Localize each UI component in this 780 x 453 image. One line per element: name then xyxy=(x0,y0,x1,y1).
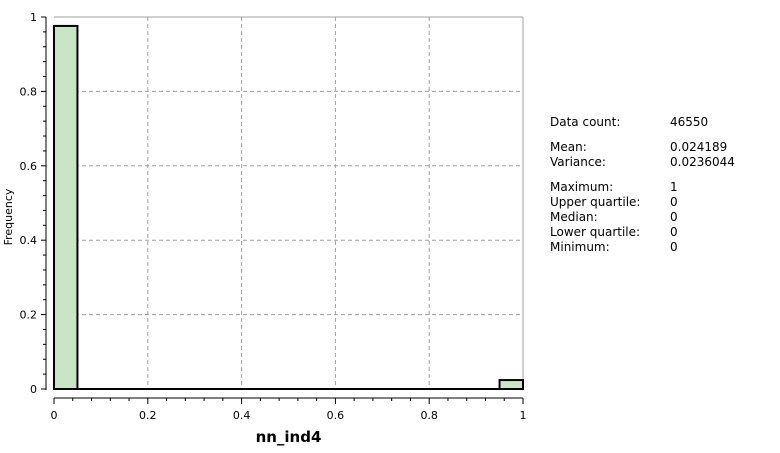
stat-label: Data count: xyxy=(550,115,621,129)
stat-label: Median: xyxy=(550,210,598,224)
x-tick-label: 0.6 xyxy=(327,409,345,422)
histogram-bar xyxy=(498,379,524,390)
x-axis-title: nn_ind4 xyxy=(256,428,322,446)
stat-label: Minimum: xyxy=(550,240,610,254)
y-tick-label: 0.2 xyxy=(20,309,38,322)
stat-row: Median: 0 xyxy=(550,210,735,225)
stat-row: Minimum: 0 xyxy=(550,240,735,255)
histogram-bar xyxy=(53,24,79,390)
y-tick-label: 0.6 xyxy=(20,160,38,173)
stat-value: 1 xyxy=(670,180,678,194)
stat-row: Variance: 0.0236044 xyxy=(550,155,735,170)
x-tick-label: 0.4 xyxy=(233,409,251,422)
stat-label: Variance: xyxy=(550,155,606,169)
y-tick-label: 1 xyxy=(30,11,37,24)
stat-value: 46550 xyxy=(670,115,709,129)
stat-value: 0.0236044 xyxy=(670,155,735,169)
x-tick-label: 0 xyxy=(51,409,58,422)
stat-value: 0.024189 xyxy=(670,140,728,154)
stat-value: 0 xyxy=(670,195,678,209)
stat-row: Data count: 46550 xyxy=(550,115,735,130)
stat-label: Upper quartile: xyxy=(550,195,641,209)
stat-label: Mean: xyxy=(550,140,587,154)
stat-row: Upper quartile: 0 xyxy=(550,195,735,210)
statistics-panel: Data count: 46550 Mean: 0.024189 Variance: 0.… xyxy=(550,115,735,255)
stat-value: 0 xyxy=(670,240,678,254)
histogram-chart: 0 0.2 0.4 0.6 0.8 1 0 0.2 0.4 0.6 0.8 1 nn_ind4 Frequ… xyxy=(2,11,527,446)
y-tick-label: 0.8 xyxy=(20,85,38,98)
x-tick-label: 0.8 xyxy=(420,409,438,422)
stat-row: Lower quartile: 0 xyxy=(550,225,735,240)
y-tick-label: 0 xyxy=(30,383,37,396)
stat-row: Maximum: 1 xyxy=(550,180,735,195)
stat-label: Lower quartile: xyxy=(550,225,641,239)
stat-value: 0 xyxy=(670,210,678,224)
y-tick-label: 0.4 xyxy=(20,234,38,247)
stat-label: Maximum: xyxy=(550,180,614,194)
stat-value: 0 xyxy=(670,225,678,239)
stat-row: Mean: 0.024189 xyxy=(550,140,735,155)
x-tick-label: 0.2 xyxy=(139,409,157,422)
x-tick-label: 1 xyxy=(520,409,527,422)
y-axis-title: Frequency xyxy=(2,188,15,245)
